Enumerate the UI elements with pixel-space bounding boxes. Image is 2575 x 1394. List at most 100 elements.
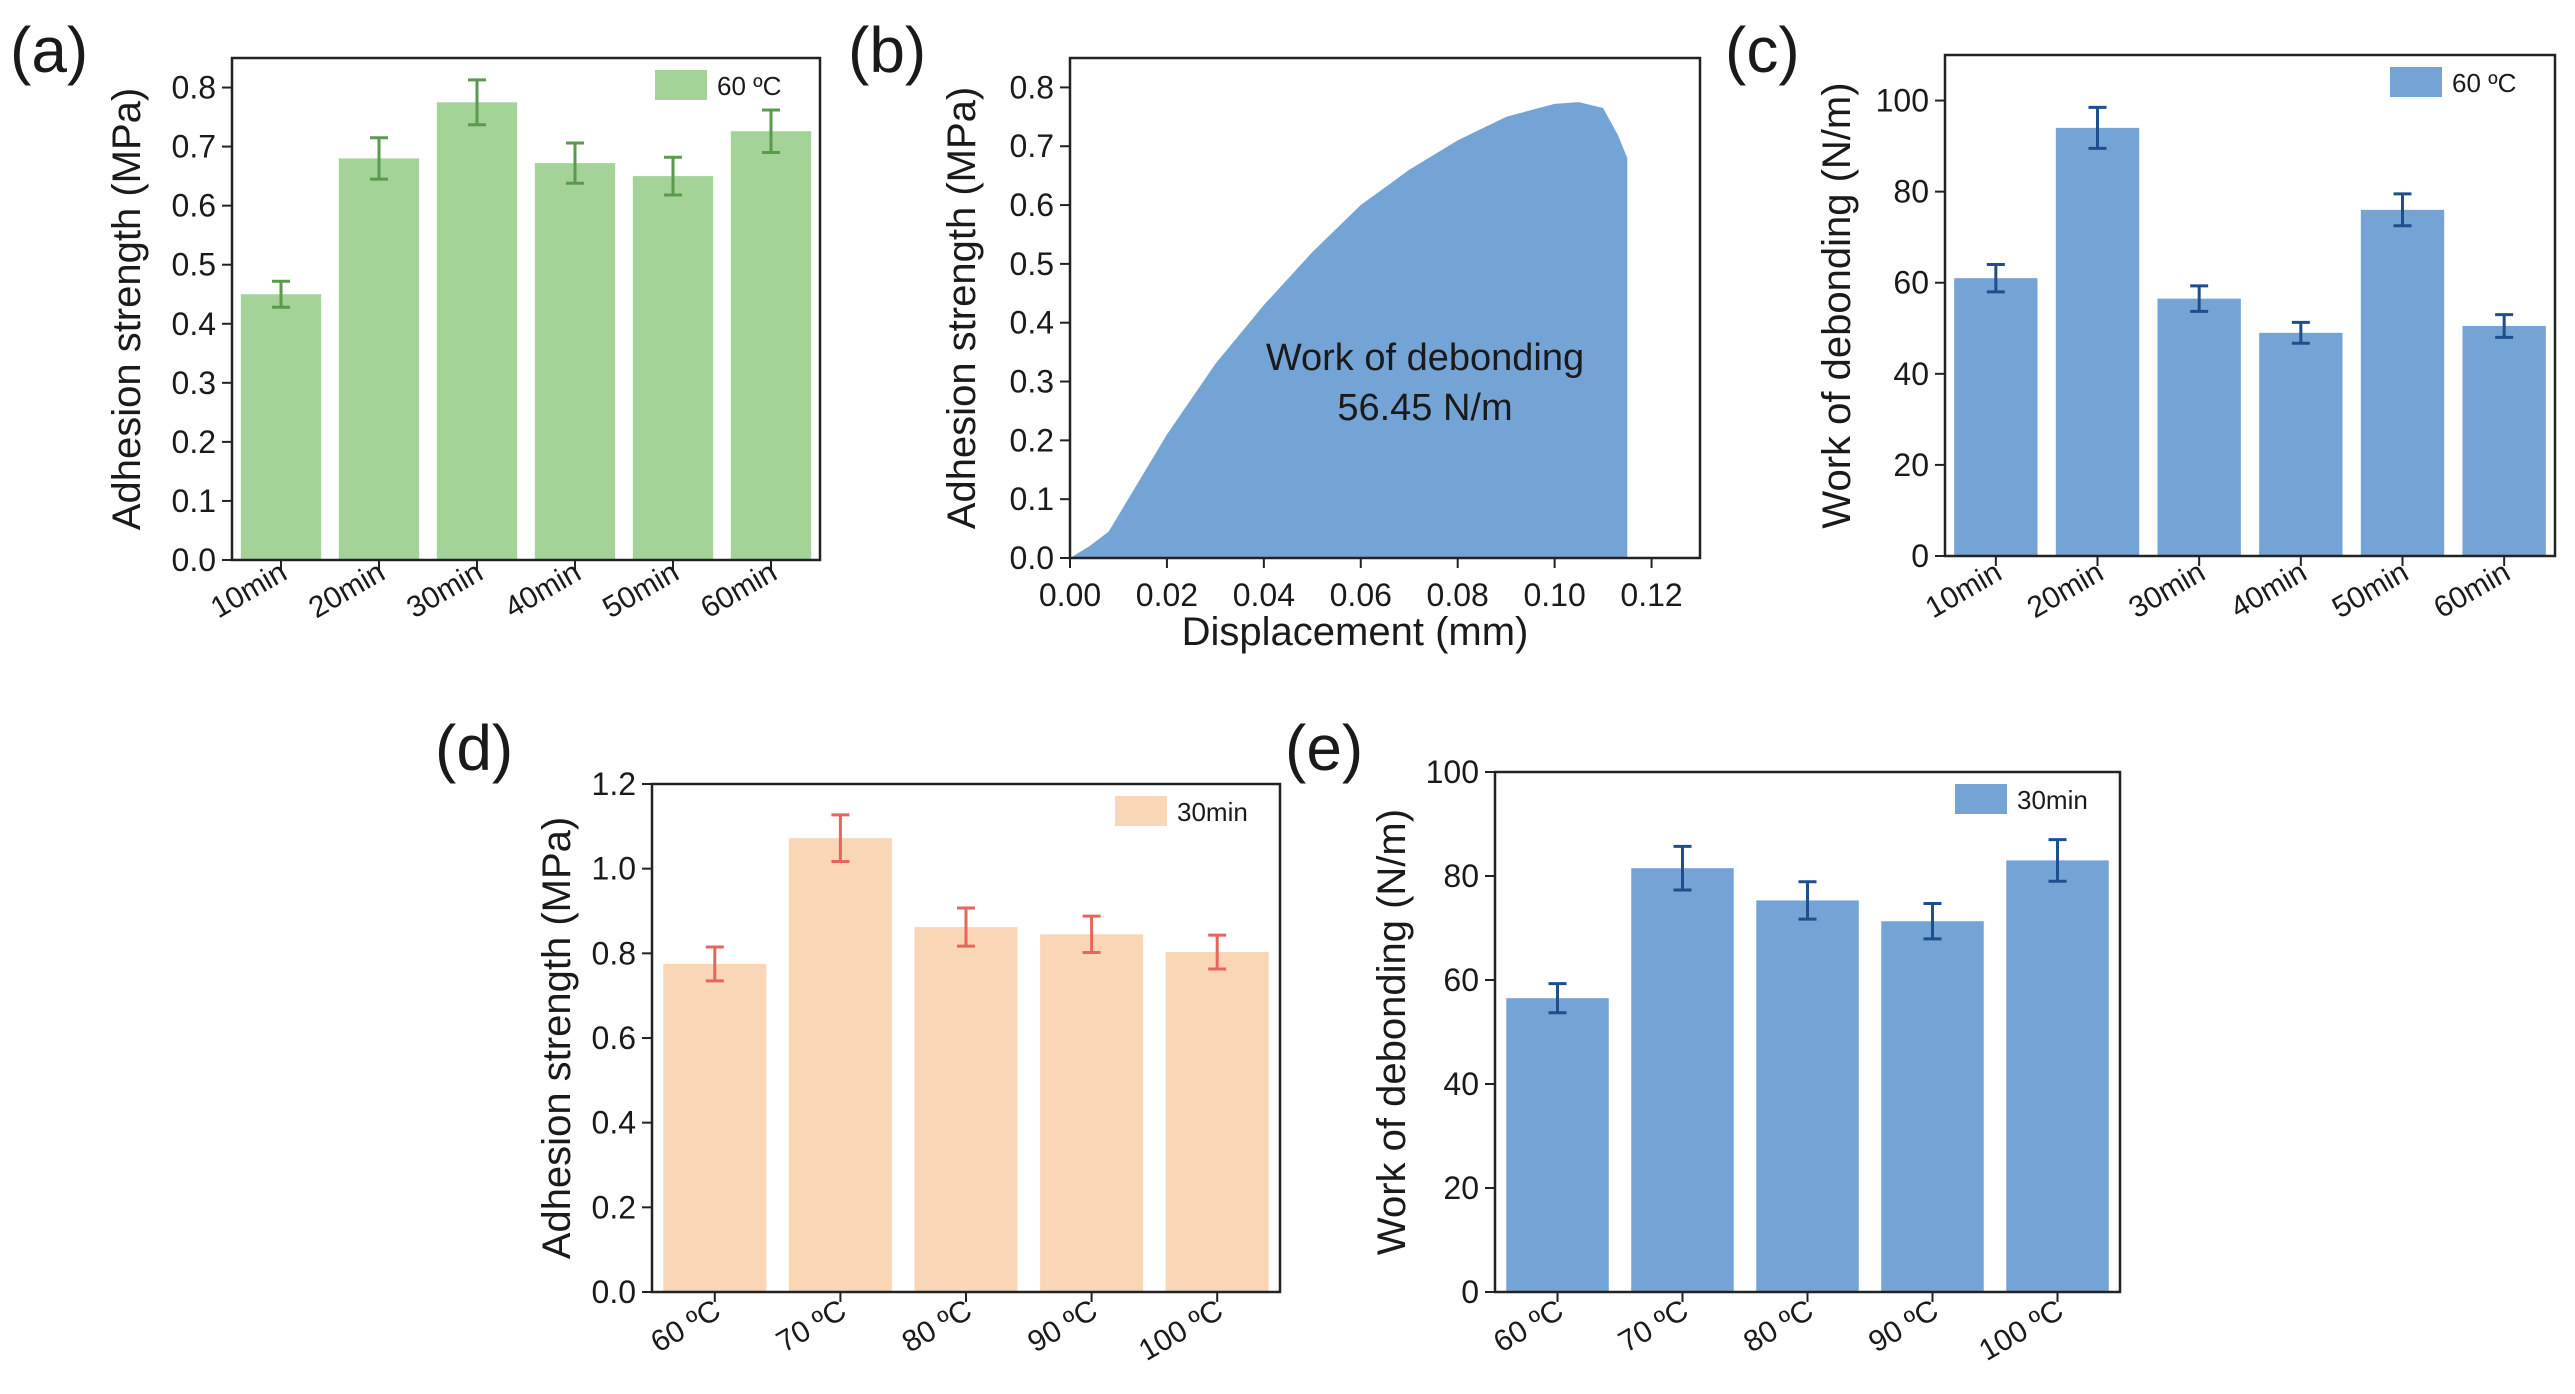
y-tick-label: 0.6 — [1010, 187, 1054, 223]
bar — [1040, 934, 1144, 1292]
chart-panel-3: (c) 0 20 40 60 80 100 Work of debonding (N/m) 10… — [1725, 14, 2557, 625]
y-tick-label: 0.6 — [172, 188, 216, 224]
y-tick-label: 80 — [1893, 174, 1929, 210]
category-label: 70 ºC — [1613, 1293, 1694, 1359]
y-tick-label: 0.8 — [172, 70, 216, 106]
y-tick-label: 60 — [1893, 265, 1929, 301]
bar — [788, 838, 892, 1292]
legend-swatch — [655, 70, 707, 100]
y-axis-title: Adhesion strength (MPa) — [535, 817, 579, 1259]
panel-label: (c) — [1725, 14, 1800, 86]
legend-label: 60 ºC — [2452, 68, 2516, 98]
y-tick-label: 0.8 — [1010, 69, 1054, 105]
area-fill — [1070, 102, 1628, 558]
axes-frame — [1943, 53, 2557, 558]
category-label: 60min — [2428, 555, 2515, 624]
axes-frame — [230, 56, 822, 562]
y-tick-label: 0.7 — [1010, 128, 1054, 164]
y-tick-label: 0.0 — [1010, 540, 1054, 576]
category-label: 100 ºC — [1974, 1293, 2069, 1367]
bar — [2055, 127, 2140, 556]
chart-panel-5: (e) 0 20 40 60 80 100 Work of debonding (N/m) 60… — [1285, 712, 2122, 1368]
bar — [663, 963, 767, 1292]
bar — [730, 131, 812, 560]
axes-frame — [650, 782, 1282, 1294]
bar — [1756, 900, 1859, 1292]
bar — [1506, 998, 1609, 1292]
y-tick-label: 0.3 — [172, 365, 216, 401]
x-tick-label: 0.04 — [1233, 577, 1295, 613]
bar — [2360, 209, 2445, 556]
y-tick-label: 80 — [1443, 858, 1479, 894]
y-tick-label: 100 — [1426, 754, 1479, 790]
y-tick-label: 0 — [1461, 1274, 1479, 1310]
x-tick-label: 0.10 — [1523, 577, 1585, 613]
y-tick-label: 0.4 — [1010, 305, 1054, 341]
y-tick-label: 0.8 — [592, 935, 636, 971]
category-label: 50min — [2327, 555, 2414, 624]
y-tick-label: 0.2 — [592, 1189, 636, 1225]
y-tick-label: 0.4 — [172, 306, 216, 342]
y-tick-label: 1.0 — [592, 851, 636, 887]
category-label: 30min — [2123, 555, 2210, 624]
y-tick-label: 0.5 — [172, 247, 216, 283]
x-tick-label: 0.06 — [1330, 577, 1392, 613]
bar — [1881, 921, 1984, 1292]
panel-label: (d) — [435, 712, 513, 784]
y-tick-label: 20 — [1893, 447, 1929, 483]
y-tick-label: 40 — [1893, 356, 1929, 392]
chart-panel-2: (b) 0.0 0.1 0.2 0.3 0.4 0.5 0.6 0.7 0.8 Adhesion s… — [848, 14, 1702, 654]
y-tick-label: 60 — [1443, 962, 1479, 998]
category-label: 70 ºC — [771, 1293, 852, 1359]
category-label: 60min — [695, 555, 782, 624]
legend: 30min — [1115, 796, 1248, 827]
x-axis-title: Displacement (mm) — [1182, 610, 1529, 654]
category-label: 10min — [205, 555, 292, 624]
legend-label: 30min — [1177, 797, 1248, 827]
y-tick-label: 0.6 — [592, 1020, 636, 1056]
bar — [436, 102, 518, 560]
y-axis-title: Work of debonding (N/m) — [1370, 809, 1414, 1255]
panel-label: (a) — [10, 14, 88, 86]
bar — [2157, 298, 2241, 556]
y-tick-label: 0.4 — [592, 1105, 636, 1141]
bar — [914, 927, 1018, 1292]
category-label: 90 ºC — [1022, 1293, 1103, 1359]
x-tick-label: 0.08 — [1427, 577, 1489, 613]
bar — [534, 163, 616, 561]
category-label: 60 ºC — [645, 1293, 726, 1359]
category-label: 60 ºC — [1488, 1293, 1569, 1359]
y-axis-title: Adhesion strength (MPa) — [105, 88, 149, 530]
bar — [1631, 868, 1734, 1292]
chart-panel-1: (a) 0.0 0.1 0.2 0.3 0.4 0.5 0.6 0.7 0.8 Adhesion s… — [10, 14, 822, 625]
category-label: 20min — [2022, 555, 2109, 624]
category-label: 90 ºC — [1863, 1293, 1944, 1359]
y-tick-label: 0.2 — [1010, 422, 1054, 458]
y-tick-label: 0.2 — [172, 424, 216, 460]
category-label: 80 ºC — [897, 1293, 978, 1359]
category-label: 30min — [401, 555, 488, 624]
y-tick-label: 0.0 — [172, 542, 216, 578]
panel-label: (e) — [1285, 712, 1363, 784]
bar — [338, 158, 420, 560]
y-tick-label: 0.3 — [1010, 364, 1054, 400]
bar — [1954, 278, 2038, 556]
y-tick-label: 0.0 — [592, 1274, 636, 1310]
axes-frame — [1068, 56, 1702, 560]
chart-panel-4: (d) 0.0 0.2 0.4 0.6 0.8 1.0 1.2 Adhesion strengt… — [435, 712, 1282, 1368]
category-label: 20min — [303, 555, 390, 624]
y-tick-label: 100 — [1876, 83, 1929, 119]
legend-label: 30min — [2017, 785, 2088, 815]
y-tick-label: 0.7 — [172, 129, 216, 165]
y-axis-title: Work of debonding (N/m) — [1815, 82, 1859, 528]
y-tick-label: 20 — [1443, 1170, 1479, 1206]
bar — [240, 294, 322, 560]
legend: 30min — [1955, 784, 2088, 815]
legend-label: 60 ºC — [717, 71, 781, 101]
category-label: 10min — [1920, 555, 2007, 624]
legend-swatch — [1955, 784, 2007, 814]
bar — [1165, 952, 1269, 1292]
bar — [2462, 325, 2546, 556]
category-label: 40min — [499, 555, 586, 624]
